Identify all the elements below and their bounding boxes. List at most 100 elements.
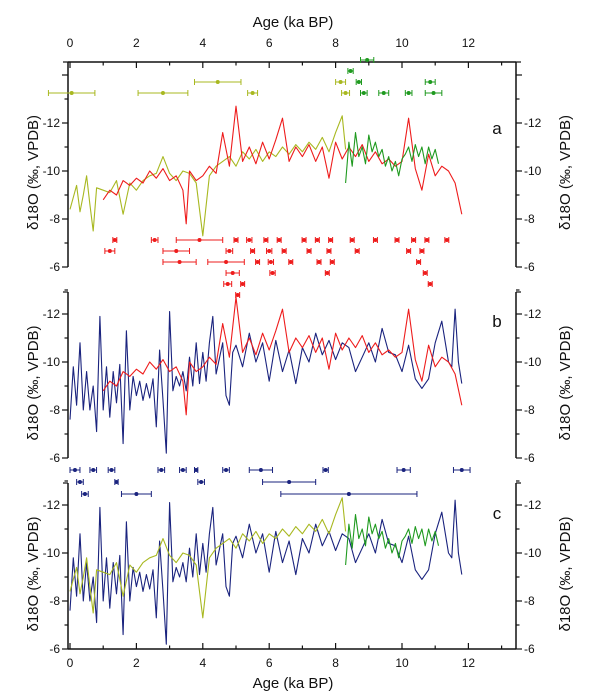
panel-a-bottom-date bbox=[328, 237, 334, 243]
panel-a-bottom-date bbox=[246, 237, 253, 243]
panel-a-bottom-date bbox=[263, 237, 269, 243]
date-point bbox=[152, 238, 157, 242]
panel-a-bottom-date bbox=[150, 237, 159, 243]
bottom-x-tick-label: 0 bbox=[67, 656, 74, 670]
date-point bbox=[109, 468, 114, 472]
date-point bbox=[287, 480, 292, 484]
panel-a-bottom-date bbox=[288, 259, 294, 265]
panel-a-top-date bbox=[378, 90, 390, 96]
bottom-x-tick-label: 6 bbox=[266, 656, 273, 670]
panel-a-bottom-date bbox=[267, 259, 275, 265]
panel-c-date bbox=[194, 467, 199, 473]
panel-c-left-y-axis-title: δ18O (‰, VPDB) bbox=[25, 516, 42, 631]
panel-b-right-y-axis-title: δ18O (‰, VPDB) bbox=[557, 325, 574, 440]
date-point bbox=[227, 249, 232, 253]
panel-c-date bbox=[262, 479, 317, 485]
panel-a-top-date bbox=[355, 79, 362, 85]
panel-c-date bbox=[222, 467, 230, 473]
panel-a-left-y-tick-label: -6 bbox=[49, 260, 60, 274]
date-point bbox=[317, 260, 321, 264]
date-point bbox=[288, 260, 293, 264]
panel-c-date bbox=[114, 479, 119, 485]
panel-a-bottom-date bbox=[427, 281, 433, 287]
panel-c-right-y-tick-label: -12 bbox=[524, 498, 542, 512]
panel-c-left-y-tick-label: -8 bbox=[49, 594, 60, 608]
panel-a-bottom-date bbox=[416, 259, 422, 265]
date-point bbox=[401, 468, 406, 472]
panel-a-bottom-date bbox=[406, 248, 412, 254]
panel-c-date bbox=[396, 467, 411, 473]
panel-a-bottom-date bbox=[314, 237, 320, 243]
date-point bbox=[263, 238, 268, 242]
date-point bbox=[343, 91, 348, 95]
top-x-tick-label: 8 bbox=[332, 36, 339, 50]
panel-a-bottom-date bbox=[411, 237, 417, 243]
date-point bbox=[406, 91, 411, 95]
date-point bbox=[114, 480, 119, 484]
panel-a-bottom-date bbox=[162, 248, 191, 254]
panel-a-bottom-date bbox=[255, 259, 261, 265]
date-point bbox=[180, 468, 185, 472]
panel-a-bottom-date bbox=[422, 270, 428, 276]
panel-a-left-y-tick-label: -12 bbox=[43, 116, 61, 130]
panel-a-left-y-tick-label: -10 bbox=[43, 164, 61, 178]
panel-a-top-date bbox=[194, 79, 242, 85]
date-point bbox=[355, 249, 360, 253]
panel-a-right-y-tick-label: -10 bbox=[524, 164, 542, 178]
date-point bbox=[282, 249, 287, 253]
panel-a-bottom-date bbox=[324, 270, 330, 276]
date-point bbox=[72, 468, 77, 472]
panel-a-bottom-date bbox=[207, 259, 245, 265]
date-point bbox=[82, 492, 87, 496]
panel-b-left-y-tick-label: -8 bbox=[49, 403, 60, 417]
date-point bbox=[267, 249, 272, 253]
panel-b-series-line-3 bbox=[69, 308, 463, 454]
panel-a-top-date bbox=[424, 90, 443, 96]
date-point bbox=[268, 260, 273, 264]
panel-c-letter: c bbox=[493, 504, 502, 523]
panel-c-date bbox=[120, 491, 152, 497]
panel-a-top-date bbox=[137, 90, 189, 96]
date-point bbox=[423, 271, 428, 275]
panel-c-series-line-3 bbox=[69, 499, 463, 645]
bottom-x-tick-label: 8 bbox=[332, 656, 339, 670]
panel-a-right-y-axis-title: δ18O (‰, VPDB) bbox=[557, 115, 574, 230]
panel-a-series-line-1 bbox=[102, 105, 463, 225]
x-axis-title-top: Age (ka BP) bbox=[253, 14, 334, 31]
date-point bbox=[234, 238, 238, 242]
date-point bbox=[235, 293, 240, 297]
date-point bbox=[224, 468, 229, 472]
panel-a-bottom-date bbox=[349, 237, 355, 243]
date-point bbox=[459, 468, 464, 472]
panel-a-top-date bbox=[347, 68, 354, 74]
date-point bbox=[240, 282, 245, 286]
date-point bbox=[69, 91, 74, 95]
panel-a-bottom-date bbox=[424, 237, 430, 243]
date-point bbox=[77, 480, 82, 484]
panel-c-right-y-tick-label: -6 bbox=[524, 642, 535, 656]
date-point bbox=[197, 238, 202, 242]
panel-a-bottom-date bbox=[162, 259, 197, 265]
panel-c-left-y-tick-label: -10 bbox=[43, 546, 61, 560]
date-point bbox=[373, 238, 378, 242]
panel-a-top-date bbox=[360, 57, 375, 63]
panel-b-left-y-axis-title: δ18O (‰, VPDB) bbox=[25, 325, 42, 440]
date-point bbox=[250, 91, 255, 95]
panel-c-date bbox=[157, 467, 166, 473]
panel-c-date bbox=[248, 467, 274, 473]
panel-b-left-y-tick-label: -12 bbox=[43, 307, 61, 321]
panel-a-top-date bbox=[335, 79, 347, 85]
date-point bbox=[315, 238, 320, 242]
panel-b-right-y-tick-label: -10 bbox=[524, 355, 542, 369]
panel-c-right-y-tick-label: -10 bbox=[524, 546, 542, 560]
panel-c-date bbox=[452, 467, 471, 473]
date-point bbox=[302, 238, 307, 242]
panel-a-top-date bbox=[424, 79, 436, 85]
date-point bbox=[160, 91, 165, 95]
date-point bbox=[134, 492, 139, 496]
panel-c-right-y-axis-title: δ18O (‰, VPDB) bbox=[557, 516, 574, 631]
panel-c-series-line-0 bbox=[69, 497, 347, 619]
date-point bbox=[411, 238, 416, 242]
date-point bbox=[255, 260, 260, 264]
